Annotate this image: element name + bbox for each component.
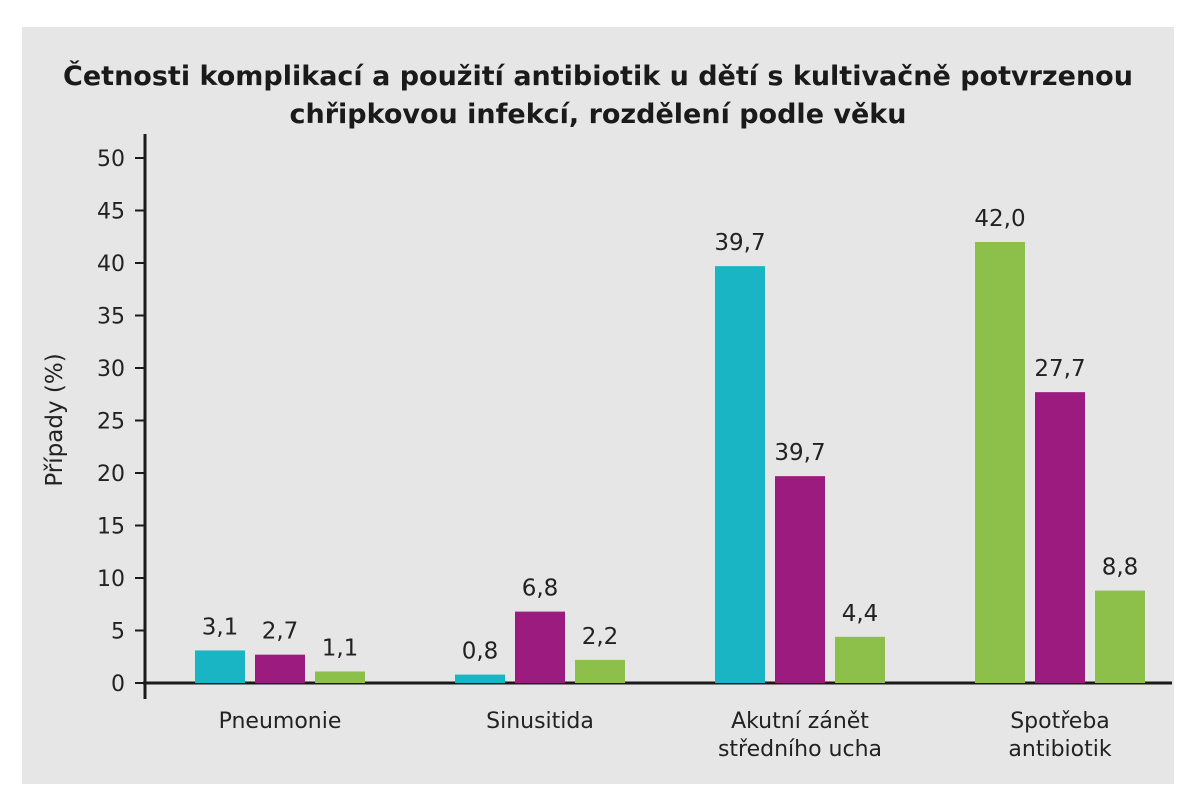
category-label: antibiotik xyxy=(1008,737,1111,762)
category-label: Pneumonie xyxy=(219,709,342,734)
y-tick-label: 0 xyxy=(111,672,125,697)
y-tick-label: 20 xyxy=(97,462,125,487)
bar xyxy=(1095,590,1145,683)
bar xyxy=(455,674,505,683)
bar xyxy=(515,611,565,683)
data-label: 0,8 xyxy=(462,639,499,665)
y-axis-label: Případy (%) xyxy=(42,353,68,486)
bar xyxy=(775,476,825,683)
chart-title-line-1: Četnosti komplikací a použití antibiotik… xyxy=(63,61,1133,92)
y-tick-label: 10 xyxy=(97,567,125,592)
bar xyxy=(255,654,305,683)
data-label: 39,7 xyxy=(774,440,825,466)
data-label: 6,8 xyxy=(522,576,559,602)
y-tick-label: 35 xyxy=(97,305,125,330)
y-tick-label: 5 xyxy=(111,620,125,645)
data-label: 1,1 xyxy=(322,635,359,661)
data-label: 4,4 xyxy=(842,601,879,627)
bar xyxy=(315,671,365,683)
bar xyxy=(835,636,885,683)
data-label: 42,0 xyxy=(974,206,1025,232)
chart-title: Četnosti komplikací a použití antibiotik… xyxy=(22,58,1174,134)
bar xyxy=(975,242,1025,683)
chart-title-line-2: chřipkovou infekcí, rozdělení podle věku xyxy=(289,99,907,130)
category-label: Sinusitida xyxy=(486,709,594,734)
data-label: 39,7 xyxy=(714,230,765,256)
data-label: 27,7 xyxy=(1034,356,1085,382)
data-label: 2,2 xyxy=(582,624,619,650)
data-label: 2,7 xyxy=(262,619,299,645)
y-tick-label: 15 xyxy=(97,515,125,540)
y-tick-label: 50 xyxy=(97,147,125,172)
bar xyxy=(1035,392,1085,683)
y-tick-label: 30 xyxy=(97,357,125,382)
category-label: Spotřeba xyxy=(1010,709,1110,734)
bar xyxy=(195,650,245,683)
data-label: 3,1 xyxy=(202,614,239,640)
category-label: Akutní zánět xyxy=(731,709,869,734)
y-tick-label: 40 xyxy=(97,252,125,277)
bar xyxy=(575,659,625,683)
data-label: 8,8 xyxy=(1102,555,1139,581)
category-label: středního ucha xyxy=(718,737,882,762)
bar xyxy=(715,266,765,683)
y-tick-label: 45 xyxy=(97,200,125,225)
y-tick-label: 25 xyxy=(97,410,125,435)
